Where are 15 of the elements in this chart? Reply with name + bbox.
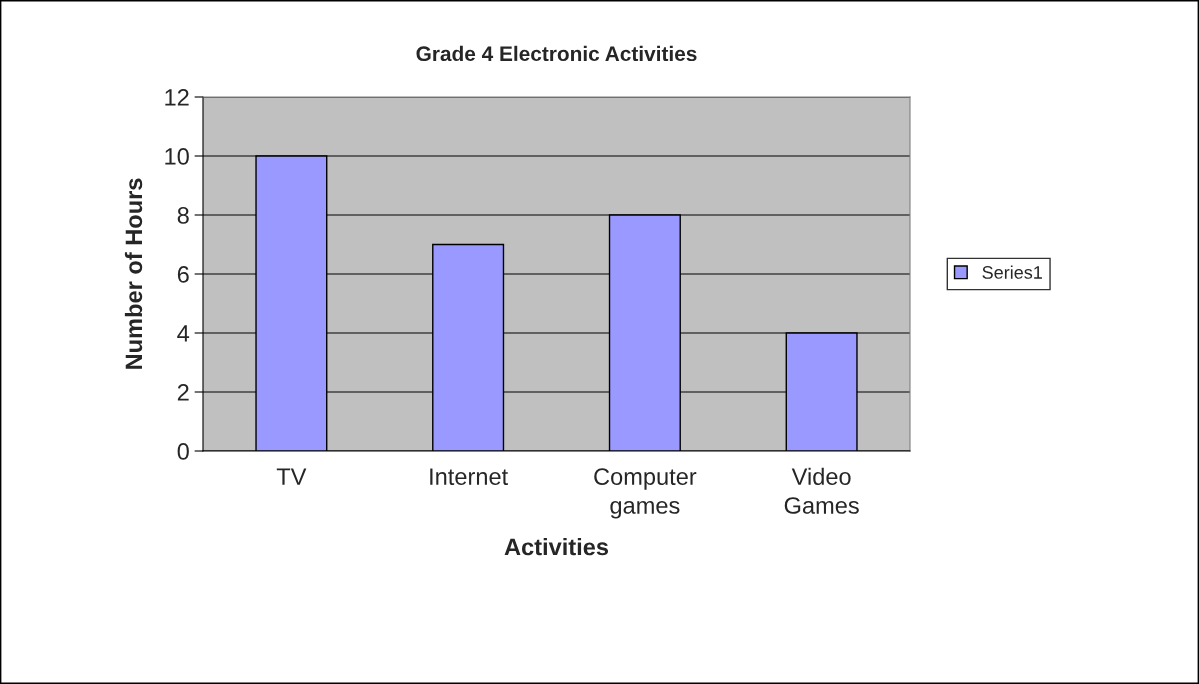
y-tick-label: 4 [177, 325, 190, 342]
y-tick-label: 6 [177, 266, 189, 283]
x-tick-label: Video Games [784, 467, 859, 514]
y-axis-title: Number of Hours [124, 178, 143, 369]
x-tick-label: TV [276, 468, 307, 485]
x-tick-label: Computer games [594, 468, 697, 519]
x-axis-title: Activities [504, 537, 609, 556]
y-tick-label: 10 [165, 148, 189, 165]
y-tick-label: 8 [177, 207, 189, 224]
y-tick-label: 0 [177, 443, 189, 460]
x-tick-label: Internet [430, 468, 508, 486]
y-tick-label: 2 [177, 384, 189, 401]
y-tick-label: 12 [165, 89, 189, 106]
chart-title: Grade 4 Electronic Activities [416, 45, 697, 62]
legend-label: Series1 [982, 265, 1042, 279]
